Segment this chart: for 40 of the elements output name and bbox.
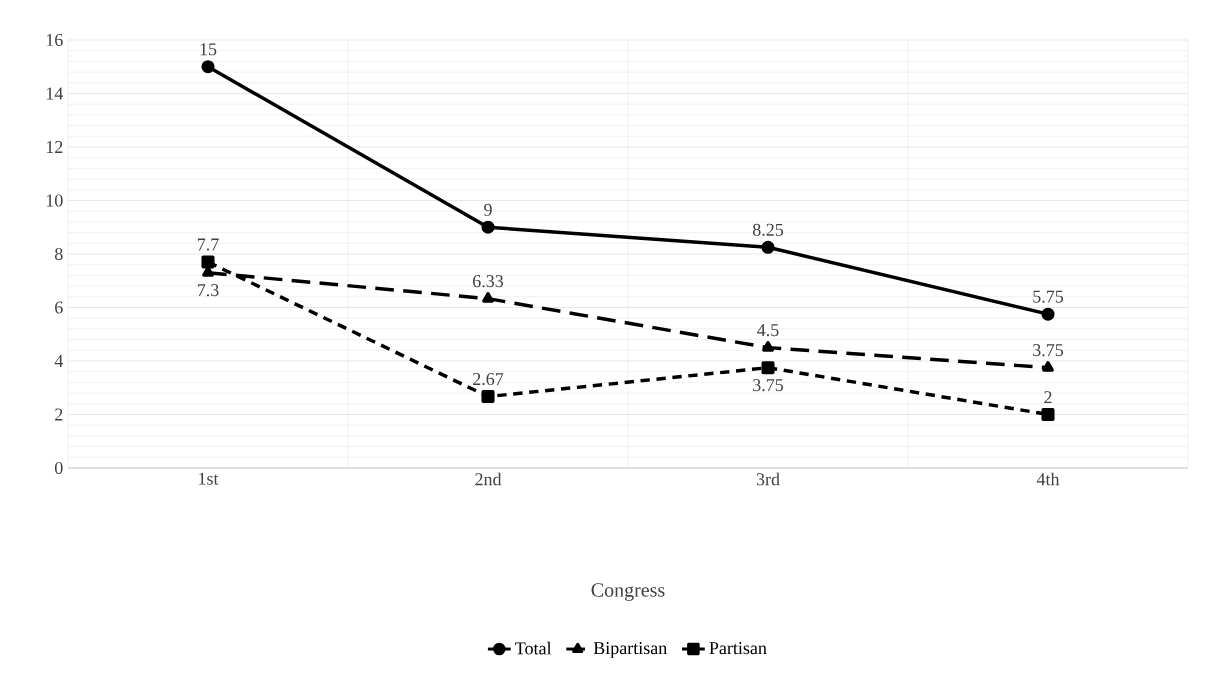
legend-label: Total <box>515 641 552 655</box>
legend-label: Partisan <box>709 642 767 655</box>
data-label: 2 <box>1044 391 1052 404</box>
point <box>482 292 494 303</box>
y-tick-label: 14 <box>46 87 64 100</box>
x-axis-title: Congress <box>591 583 665 601</box>
data-label: 2.67 <box>473 373 504 386</box>
x-tick-label: 4th <box>1036 472 1060 486</box>
point <box>761 361 775 375</box>
point <box>201 60 215 74</box>
data-label: 9 <box>484 203 492 216</box>
data-label: 5.75 <box>1033 290 1064 303</box>
y-tick-label: 2 <box>55 408 63 421</box>
x-tick-label: 2nd <box>475 472 502 486</box>
point <box>201 255 215 269</box>
data-label: 3.75 <box>753 379 784 392</box>
legend-label: Bipartisan <box>593 642 667 658</box>
y-tick-label: 10 <box>46 194 63 207</box>
y-tick-label: 0 <box>54 461 63 475</box>
data-label: 8.25 <box>752 223 784 236</box>
data-label: 6.33 <box>473 275 504 288</box>
point <box>481 390 495 404</box>
x-tick-label: 3rd <box>756 472 780 486</box>
data-label: 7.3 <box>197 284 219 297</box>
point <box>481 220 495 234</box>
x-tick-label: 1st <box>199 472 219 485</box>
y-tick-label: 6 <box>55 301 63 314</box>
y-tick-label: 4 <box>54 355 64 367</box>
data-label: 7.7 <box>197 238 219 251</box>
point <box>1041 407 1055 422</box>
y-tick-label: 16 <box>46 33 63 47</box>
point <box>1042 361 1054 372</box>
y-tick-label: 12 <box>46 141 63 153</box>
point <box>762 341 774 352</box>
data-label: 3.75 <box>1033 344 1064 357</box>
data-label: 15 <box>200 43 217 56</box>
point <box>1041 307 1055 321</box>
point <box>761 240 775 254</box>
y-tick-label: 8 <box>54 247 63 261</box>
data-label: 4.5 <box>757 324 779 337</box>
